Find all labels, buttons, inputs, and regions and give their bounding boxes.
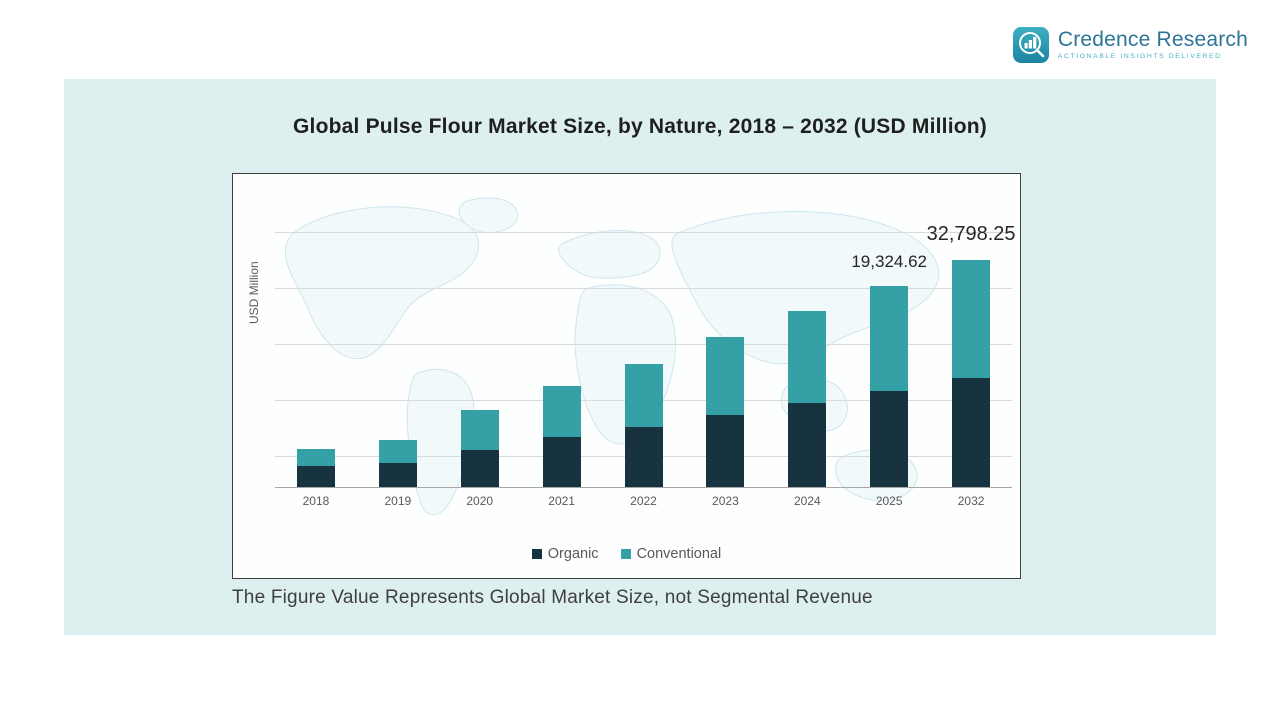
bar-segment-organic (870, 391, 909, 487)
legend-label-organic: Organic (547, 546, 599, 562)
legend-swatch-conventional (620, 549, 631, 559)
gridline (275, 288, 1012, 289)
chart-legend: Organic Conventional (233, 546, 1020, 562)
x-tick-label-2024: 2024 (793, 494, 821, 508)
data-label-2032: 32,798.25 (926, 223, 1016, 245)
legend-swatch-organic (531, 549, 542, 559)
bar-chart-magnifier-icon (1012, 27, 1049, 63)
stacked-bar-2032 (952, 260, 991, 487)
bar-segment-organic (952, 378, 991, 487)
x-tick-label-2025: 2025 (875, 494, 903, 508)
bar-segment-organic (788, 403, 827, 487)
bar-slot-2032: 32,798.25 (927, 174, 1016, 487)
plot-area: 19,324.62 32,798.25 (275, 174, 1016, 488)
bar-segment-conventional (952, 260, 991, 378)
bar-segment-conventional (378, 440, 417, 463)
bar-segment-organic (542, 437, 581, 487)
bar-slot-2024 (766, 174, 848, 487)
footnote: The Figure Value Represents Global Marke… (232, 587, 873, 608)
stacked-bar-2021 (542, 386, 581, 487)
credence-research-logo: Credence Research Actionable Insights De… (1012, 26, 1248, 64)
legend-item-organic: Organic (531, 546, 599, 562)
x-tick-label-2023: 2023 (712, 494, 739, 508)
bar-segment-organic (624, 427, 663, 487)
x-tick-label-2032: 2032 (957, 494, 985, 508)
legend-label-conventional: Conventional (636, 546, 722, 562)
legend-item-conventional: Conventional (620, 546, 722, 562)
bar-segment-conventional (296, 449, 335, 466)
bar-slot-2021 (521, 174, 603, 487)
chart-title: Global Pulse Flour Market Size, by Natur… (293, 115, 987, 138)
bar-segment-conventional (624, 364, 663, 427)
x-tick-label-2021: 2021 (548, 494, 575, 508)
logo-name: Credence Research (1057, 28, 1248, 52)
bar-segment-conventional (460, 410, 499, 450)
y-axis-label: USD Million (247, 261, 261, 324)
bar-slot-2020 (439, 174, 521, 487)
stacked-bar-2024 (788, 311, 827, 487)
bar-segment-conventional (870, 286, 909, 391)
bar-slot-2022 (603, 174, 685, 487)
x-tick-label-2018: 2018 (302, 494, 330, 508)
stacked-bar-2020 (460, 410, 499, 487)
stacked-bar-2019 (378, 440, 417, 487)
bar-slot-2023 (684, 174, 766, 487)
bar-segment-organic (378, 463, 417, 487)
bar-segment-organic (296, 466, 335, 487)
x-tick-label-2020: 2020 (466, 494, 494, 508)
chart-box: USD Million 19,324.62 32,798.25 2018 2019 2… (232, 173, 1021, 579)
bar-slot-2025: 19,324.62 (848, 174, 930, 487)
bar-segment-organic (706, 415, 745, 487)
x-tick-label-2019: 2019 (384, 494, 412, 508)
stacked-bar-2018 (296, 449, 335, 487)
stacked-bar-2023 (706, 337, 745, 487)
stacked-bar-2025 (870, 286, 909, 487)
logo-text: Credence Research Actionable Insights De… (1057, 28, 1248, 61)
gridline (275, 344, 1012, 345)
gridline (275, 232, 1012, 233)
bar-segment-conventional (542, 386, 581, 437)
bar-slot-2019 (357, 174, 439, 487)
bar-segment-conventional (788, 311, 827, 403)
bar-segment-organic (460, 450, 499, 487)
x-axis-labels: 2018 2019 2020 2021 2022 2023 2024 2025 2032 (275, 494, 1012, 508)
stacked-bar-2022 (624, 364, 663, 487)
logo-tagline: Actionable Insights Delivered (1057, 53, 1222, 61)
chart-panel: Global Pulse Flour Market Size, by Natur… (64, 79, 1216, 635)
x-tick-label-2022: 2022 (630, 494, 657, 508)
bar-slot-2018 (275, 174, 357, 487)
bar-segment-conventional (706, 337, 745, 415)
data-label-2025: 19,324.62 (851, 252, 927, 271)
bars-row: 19,324.62 32,798.25 (275, 174, 1016, 487)
